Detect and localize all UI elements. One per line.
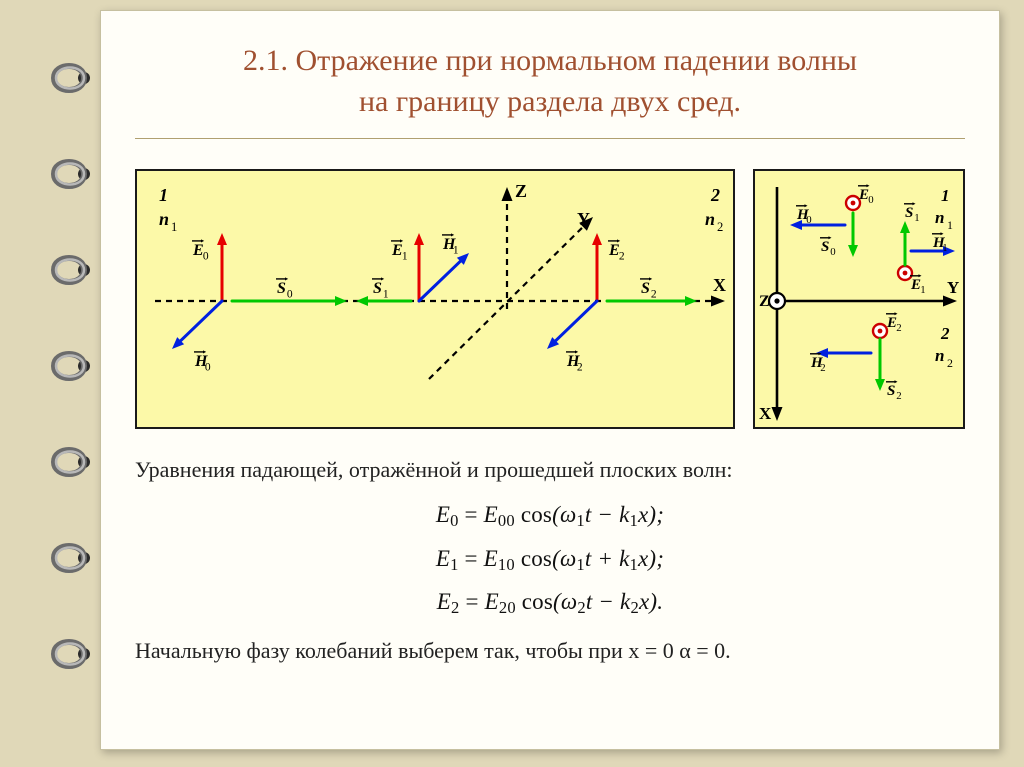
diagram-side-view: XZY1n12n2E0H0S0E1H1S1E2H2S2: [135, 169, 735, 429]
svg-text:1: 1: [947, 218, 953, 232]
svg-text:n: n: [935, 208, 944, 227]
svg-text:Y: Y: [577, 209, 590, 229]
svg-text:X: X: [759, 404, 772, 423]
diagrams-row: XZY1n12n2E0H0S0E1H1S1E2H2S2 ZYX1n12n2E0H…: [135, 169, 965, 429]
equation-row: E1 = E10 cos(ω1t + k1x);: [135, 537, 965, 581]
svg-text:0: 0: [806, 214, 811, 226]
svg-text:0: 0: [830, 246, 835, 258]
svg-text:2: 2: [940, 324, 950, 343]
svg-text:S: S: [821, 239, 829, 255]
svg-text:2: 2: [710, 185, 720, 205]
svg-text:E: E: [391, 242, 403, 259]
svg-text:E: E: [192, 242, 204, 259]
svg-text:E: E: [608, 242, 620, 259]
svg-text:1: 1: [914, 212, 919, 224]
svg-text:2: 2: [651, 288, 657, 300]
title-line-2: на границу раздела двух сред.: [135, 82, 965, 123]
svg-text:2: 2: [896, 322, 901, 334]
svg-text:0: 0: [868, 194, 873, 206]
svg-text:n: n: [159, 209, 169, 229]
svg-text:1: 1: [383, 288, 389, 300]
svg-text:Z: Z: [515, 181, 527, 201]
diagram-top-view: ZYX1n12n2E0H0S0S1H1E1E2H2S2: [753, 169, 965, 429]
svg-text:S: S: [277, 280, 286, 297]
svg-text:S: S: [887, 383, 895, 399]
svg-text:0: 0: [205, 361, 211, 373]
svg-text:0: 0: [203, 250, 209, 262]
spiral-binding: [48, 0, 88, 767]
svg-text:2: 2: [577, 361, 583, 373]
title-separator: [135, 138, 965, 139]
svg-text:2: 2: [717, 220, 723, 234]
svg-text:2: 2: [896, 390, 901, 402]
title-line-1: 2.1. Отражение при нормальном падении во…: [135, 41, 965, 82]
equation-row: E2 = E20 cos(ω2t − k2x).: [135, 580, 965, 624]
svg-text:1: 1: [159, 185, 168, 205]
svg-text:X: X: [713, 275, 726, 295]
wave-equations: E0 = E00 cos(ω1t − k1x);E1 = E10 cos(ω1t…: [135, 493, 965, 624]
svg-text:1: 1: [453, 244, 459, 256]
phase-note: Начальную фазу колебаний выберем так, чт…: [135, 638, 965, 664]
svg-text:2: 2: [619, 250, 625, 262]
svg-text:1: 1: [171, 220, 177, 234]
equations-caption: Уравнения падающей, отражённой и прошедш…: [135, 457, 965, 483]
svg-text:S: S: [905, 205, 913, 221]
svg-text:Z: Z: [759, 293, 770, 310]
svg-text:2: 2: [820, 362, 825, 374]
equation-row: E0 = E00 cos(ω1t − k1x);: [135, 493, 965, 537]
svg-text:Y: Y: [947, 278, 959, 297]
svg-text:n: n: [935, 346, 944, 365]
svg-text:S: S: [641, 280, 650, 297]
svg-text:S: S: [373, 280, 382, 297]
svg-text:1: 1: [402, 250, 408, 262]
svg-text:0: 0: [287, 288, 293, 300]
svg-text:1: 1: [942, 242, 947, 254]
slide-title: 2.1. Отражение при нормальном падении во…: [135, 41, 965, 122]
svg-text:2: 2: [947, 356, 953, 370]
svg-text:1: 1: [920, 284, 925, 296]
svg-text:1: 1: [941, 186, 950, 205]
slide-paper: 2.1. Отражение при нормальном падении во…: [100, 10, 1000, 750]
svg-text:n: n: [705, 209, 715, 229]
